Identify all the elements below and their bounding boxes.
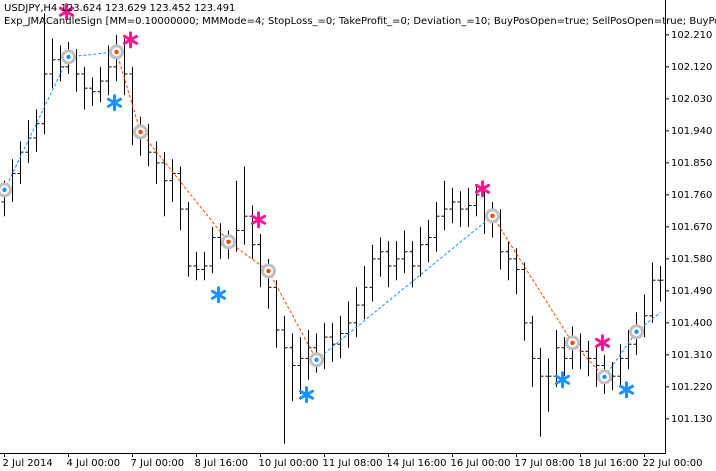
y-tick-label: 101.310 — [671, 350, 712, 361]
x-tick-label: 8 Jul 16:00 — [195, 458, 249, 469]
x-tick-label: 2 Jul 2014 — [3, 458, 53, 469]
x-tick-label: 7 Jul 00:00 — [131, 458, 185, 469]
y-tick-label: 101.130 — [671, 414, 712, 425]
y-tick-label: 101.760 — [671, 190, 712, 201]
y-tick-label: 101.670 — [671, 222, 712, 233]
jma-dot — [138, 129, 143, 135]
y-tick-label: 102.120 — [671, 62, 712, 73]
y-tick-label: 101.400 — [671, 318, 712, 329]
sell-signal — [474, 180, 491, 198]
buy-signal — [106, 94, 123, 112]
jma-dot — [226, 239, 231, 244]
x-tick-label: 18 Jul 16:00 — [579, 458, 639, 469]
sell-signal — [250, 211, 267, 229]
x-tick-label: 17 Jul 08:00 — [515, 458, 575, 469]
x-tick-label: 11 Jul 08:00 — [323, 458, 383, 469]
buy-signal — [554, 371, 571, 389]
jma-dot — [634, 329, 639, 334]
jma-segment — [140, 131, 229, 243]
buy-signal — [298, 386, 315, 404]
chart-subtitle: Exp_JMACandleSign [MM=0.10000000; MMMode… — [4, 16, 716, 27]
plot — [0, 3, 664, 444]
x-tick-label: 10 Jul 00:00 — [259, 458, 319, 469]
y-tick-label: 101.580 — [671, 254, 712, 265]
jma-dot — [490, 213, 495, 219]
y-tick-label: 101.220 — [671, 382, 712, 393]
x-tick-label: 16 Jul 00:00 — [451, 458, 511, 469]
buy-signal — [210, 286, 227, 304]
jma-dot — [266, 268, 271, 274]
jma-dot — [570, 340, 575, 345]
jma-segment — [116, 51, 141, 133]
y-tick-label: 101.490 — [671, 286, 712, 297]
jma-segment — [492, 215, 573, 344]
x-tick-label: 14 Jul 16:00 — [387, 458, 447, 469]
jma-segment — [316, 215, 493, 361]
jma-segment — [228, 241, 269, 272]
chart-title: USDJPY,H4 123.624 123.629 123.452 123.49… — [4, 3, 235, 14]
y-tick-label: 101.850 — [671, 158, 712, 169]
jma-segment — [68, 51, 117, 58]
jma-dot — [314, 357, 319, 363]
jma-segment — [268, 270, 317, 361]
y-tick-label: 101.940 — [671, 126, 712, 137]
jma-dot — [114, 49, 119, 55]
sell-signal — [594, 334, 611, 352]
jma-segment — [604, 331, 637, 378]
y-tick-label: 102.210 — [671, 30, 712, 41]
jma-dot — [602, 374, 607, 380]
sell-signal — [58, 3, 75, 21]
sell-signal — [122, 31, 139, 49]
y-tick-label: 102.030 — [671, 94, 712, 105]
x-tick-label: 4 Jul 00:00 — [67, 458, 121, 469]
buy-signal — [618, 381, 635, 399]
jma-segment — [4, 56, 69, 191]
x-tick-label: 22 Jul 00:00 — [643, 458, 703, 469]
jma-dot — [66, 54, 71, 60]
jma-segment — [572, 342, 605, 378]
jma-dot — [2, 187, 7, 193]
